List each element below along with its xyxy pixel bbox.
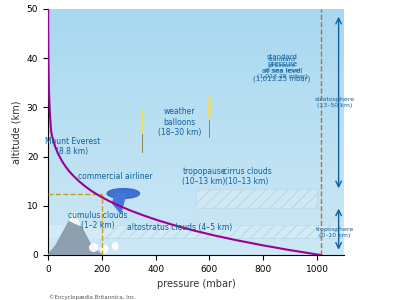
Bar <box>48 63 344 68</box>
Bar <box>48 24 344 29</box>
Bar <box>48 245 344 250</box>
Bar <box>48 176 344 181</box>
Polygon shape <box>70 212 80 226</box>
Bar <box>48 226 344 230</box>
Bar <box>48 226 344 238</box>
Bar <box>48 68 344 73</box>
Text: Mount Everest
(8.8 km): Mount Everest (8.8 km) <box>44 137 100 157</box>
Bar <box>48 196 344 201</box>
Bar <box>48 171 344 176</box>
Bar <box>48 122 344 127</box>
Polygon shape <box>48 212 102 255</box>
Bar <box>48 38 344 43</box>
Bar <box>48 107 344 112</box>
Bar <box>48 152 344 157</box>
Bar <box>48 44 344 48</box>
Text: stratosphere
(13–50 km): stratosphere (13–50 km) <box>314 97 355 108</box>
Bar <box>48 93 344 98</box>
Bar <box>48 142 344 147</box>
Y-axis label: altitude (km): altitude (km) <box>11 100 21 164</box>
Bar <box>48 211 344 216</box>
Bar <box>48 206 344 211</box>
Bar <box>48 103 344 107</box>
Text: standard
pressure
at sea level
(1,013.25 mbar): standard pressure at sea level (1,013.25… <box>257 57 308 79</box>
Bar <box>48 88 344 93</box>
Ellipse shape <box>107 189 140 198</box>
Bar <box>48 117 344 122</box>
Bar <box>48 73 344 78</box>
Bar <box>48 58 344 63</box>
Bar <box>48 132 344 137</box>
Text: standard
pressure
at sea level
(1,013.25 mbar): standard pressure at sea level (1,013.25… <box>254 54 311 82</box>
Bar <box>48 250 344 255</box>
Bar <box>48 112 344 117</box>
Bar <box>102 226 344 238</box>
Bar <box>48 19 344 24</box>
X-axis label: pressure (mbar): pressure (mbar) <box>157 279 235 289</box>
Bar <box>48 9 344 14</box>
Bar <box>48 157 344 161</box>
Circle shape <box>142 110 143 134</box>
Text: cirrus clouds
(10–13 km): cirrus clouds (10–13 km) <box>223 167 272 186</box>
Bar <box>48 167 344 171</box>
Bar <box>48 181 344 186</box>
Bar <box>48 48 344 53</box>
Bar <box>48 240 344 245</box>
Bar <box>48 83 344 88</box>
Bar <box>48 201 344 206</box>
Ellipse shape <box>112 242 118 250</box>
Text: tropopause
(10–13 km): tropopause (10–13 km) <box>182 167 226 186</box>
Ellipse shape <box>90 244 98 251</box>
Bar <box>48 235 344 240</box>
Bar <box>196 189 317 208</box>
Bar <box>48 98 344 103</box>
Circle shape <box>209 95 210 120</box>
Text: commercial airliner: commercial airliner <box>78 172 152 181</box>
Text: ©Encyclopædia Britannica, Inc.: ©Encyclopædia Britannica, Inc. <box>49 295 136 300</box>
Bar <box>48 29 344 34</box>
Bar <box>48 186 344 191</box>
Bar <box>48 147 344 152</box>
Bar <box>48 191 344 196</box>
Ellipse shape <box>101 245 108 253</box>
Text: altostratus clouds (4–5 km): altostratus clouds (4–5 km) <box>127 224 232 232</box>
Polygon shape <box>112 194 126 213</box>
Text: weather
balloons
(18–30 km): weather balloons (18–30 km) <box>158 107 202 137</box>
Bar <box>48 220 344 226</box>
Bar <box>48 127 344 132</box>
Text: cumulus clouds
(1–2 km): cumulus clouds (1–2 km) <box>68 211 128 230</box>
Bar <box>48 78 344 83</box>
Bar <box>48 216 344 220</box>
Text: troposphere
(0–10 km): troposphere (0–10 km) <box>316 227 354 238</box>
Bar <box>48 53 344 58</box>
Bar <box>48 14 344 19</box>
Bar <box>48 161 344 166</box>
Bar <box>48 137 344 142</box>
Bar <box>48 230 344 235</box>
Bar <box>48 34 344 38</box>
